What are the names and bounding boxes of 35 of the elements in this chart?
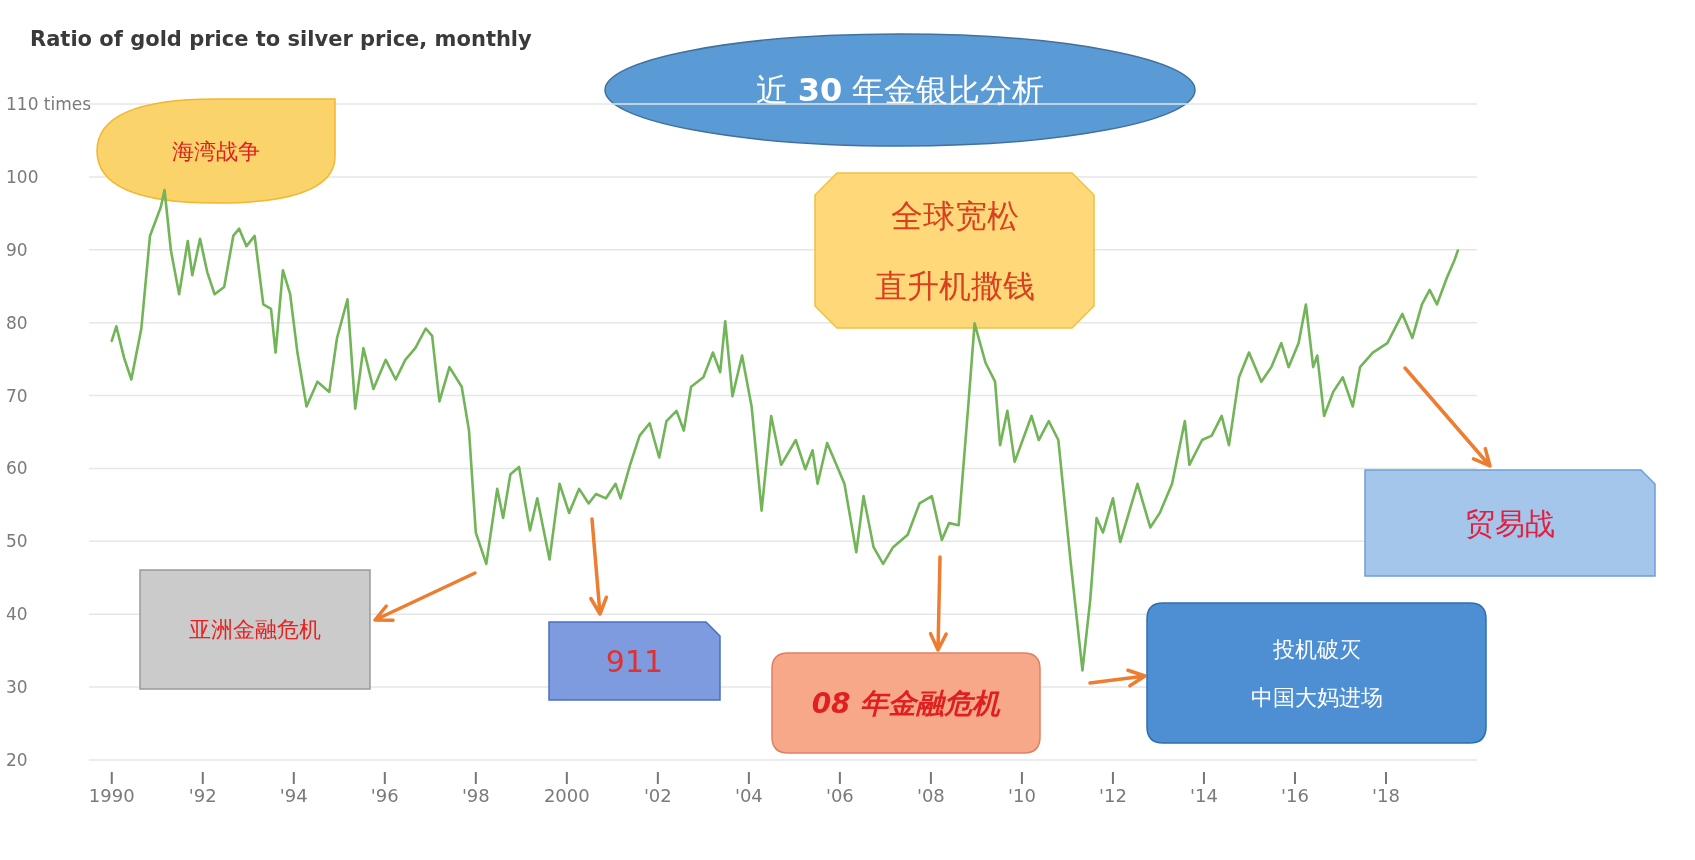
x-tick-label: '12 [1099, 785, 1127, 806]
chart-subtitle: 近 30 年金银比分析 [755, 71, 1045, 110]
y-tick-label: 50 [6, 531, 28, 552]
x-tick-label: '94 [279, 785, 308, 806]
x-tick-label: '06 [825, 785, 854, 806]
annotation: 08 年金融危机 [811, 686, 1002, 720]
y-tick-label: 60 [6, 458, 28, 479]
y-tick-label: 80 [6, 312, 28, 333]
annotation: 全球宽松直升机撒钱 [874, 196, 1035, 305]
y-tick-label: 110 times [6, 93, 92, 114]
x-tick-label: '02 [643, 785, 672, 806]
y-tick-label: 70 [6, 385, 28, 406]
x-tick-label: 2000 [543, 785, 590, 806]
x-tick-label: '92 [188, 785, 217, 806]
x-tick-label: '18 [1372, 785, 1400, 806]
x-tick-label: '96 [370, 785, 399, 806]
y-tick-label: 20 [6, 749, 28, 770]
x-tick-label: '08 [916, 785, 945, 806]
x-tick-label: '98 [461, 785, 490, 806]
x-tick-label: '04 [734, 785, 763, 806]
line-series [110, 188, 1460, 672]
y-tick-label: 30 [6, 677, 28, 698]
y-tick-label: 40 [6, 604, 28, 625]
y-tick-label: 90 [6, 239, 28, 260]
annotation: 贸易战 [1465, 505, 1555, 541]
annotation: 投机破灭中国大妈进场 [1250, 636, 1383, 710]
x-tick-label: '14 [1190, 785, 1218, 806]
x-tick-label: 1990 [88, 785, 135, 806]
y-tick-label: 100 [6, 166, 39, 187]
annotation: 海湾战争 [172, 138, 260, 164]
chart-title: Ratio of gold price to silver price, monthly [30, 27, 533, 51]
x-tick-label: '16 [1281, 785, 1309, 806]
annotation: 亚洲金融危机 [189, 617, 321, 643]
x-tick-label: '10 [1007, 785, 1036, 806]
annotation: 911 [605, 643, 664, 679]
